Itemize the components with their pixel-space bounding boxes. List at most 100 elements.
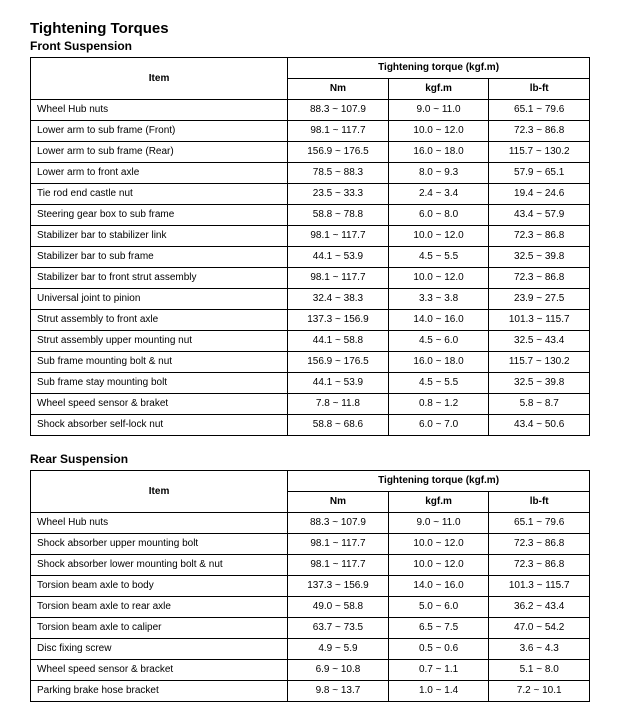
nm-cell: 4.9 ~ 5.9: [288, 639, 389, 660]
header-nm: Nm: [288, 79, 389, 100]
header-kgfm: kgf.m: [388, 492, 489, 513]
kgfm-cell: 4.5 ~ 5.5: [388, 373, 489, 394]
table-row: Torsion beam axle to caliper63.7 ~ 73.56…: [31, 618, 590, 639]
table-row: Lower arm to sub frame (Rear)156.9 ~ 176…: [31, 142, 590, 163]
lbft-cell: 43.4 ~ 57.9: [489, 205, 590, 226]
lbft-cell: 32.5 ~ 39.8: [489, 247, 590, 268]
header-torque-group: Tightening torque (kgf.m): [288, 471, 590, 492]
nm-cell: 98.1 ~ 117.7: [288, 226, 389, 247]
lbft-cell: 65.1 ~ 79.6: [489, 100, 590, 121]
lbft-cell: 32.5 ~ 39.8: [489, 373, 590, 394]
nm-cell: 78.5 ~ 88.3: [288, 163, 389, 184]
header-item: Item: [31, 58, 288, 100]
kgfm-cell: 10.0 ~ 12.0: [388, 555, 489, 576]
kgfm-cell: 1.0 ~ 1.4: [388, 681, 489, 702]
kgfm-cell: 3.3 ~ 3.8: [388, 289, 489, 310]
nm-cell: 44.1 ~ 53.9: [288, 247, 389, 268]
nm-cell: 88.3 ~ 107.9: [288, 513, 389, 534]
item-cell: Tie rod end castle nut: [31, 184, 288, 205]
lbft-cell: 5.8 ~ 8.7: [489, 394, 590, 415]
page-title: Tightening Torques: [30, 20, 590, 37]
header-lbft: lb-ft: [489, 79, 590, 100]
nm-cell: 137.3 ~ 156.9: [288, 310, 389, 331]
item-cell: Wheel speed sensor & bracket: [31, 660, 288, 681]
lbft-cell: 65.1 ~ 79.6: [489, 513, 590, 534]
table-row: Disc fixing screw4.9 ~ 5.90.5 ~ 0.63.6 ~…: [31, 639, 590, 660]
table-row: Shock absorber self-lock nut58.8 ~ 68.66…: [31, 415, 590, 436]
kgfm-cell: 9.0 ~ 11.0: [388, 513, 489, 534]
kgfm-cell: 9.0 ~ 11.0: [388, 100, 489, 121]
lbft-cell: 72.3 ~ 86.8: [489, 534, 590, 555]
nm-cell: 23.5 ~ 33.3: [288, 184, 389, 205]
lbft-cell: 23.9 ~ 27.5: [489, 289, 590, 310]
lbft-cell: 72.3 ~ 86.8: [489, 121, 590, 142]
item-cell: Sub frame mounting bolt & nut: [31, 352, 288, 373]
kgfm-cell: 6.5 ~ 7.5: [388, 618, 489, 639]
item-cell: Shock absorber self-lock nut: [31, 415, 288, 436]
item-cell: Torsion beam axle to body: [31, 576, 288, 597]
nm-cell: 9.8 ~ 13.7: [288, 681, 389, 702]
nm-cell: 98.1 ~ 117.7: [288, 534, 389, 555]
table-row: Wheel speed sensor & braket7.8 ~ 11.80.8…: [31, 394, 590, 415]
lbft-cell: 72.3 ~ 86.8: [489, 268, 590, 289]
lbft-cell: 3.6 ~ 4.3: [489, 639, 590, 660]
kgfm-cell: 10.0 ~ 12.0: [388, 268, 489, 289]
torque-table-front: Item Tightening torque (kgf.m) Nm kgf.m …: [30, 57, 590, 436]
item-cell: Torsion beam axle to caliper: [31, 618, 288, 639]
nm-cell: 32.4 ~ 38.3: [288, 289, 389, 310]
lbft-cell: 101.3 ~ 115.7: [489, 576, 590, 597]
kgfm-cell: 10.0 ~ 12.0: [388, 226, 489, 247]
kgfm-cell: 0.8 ~ 1.2: [388, 394, 489, 415]
table-row: Strut assembly upper mounting nut44.1 ~ …: [31, 331, 590, 352]
item-cell: Wheel Hub nuts: [31, 513, 288, 534]
nm-cell: 58.8 ~ 68.6: [288, 415, 389, 436]
table-row: Wheel speed sensor & bracket6.9 ~ 10.80.…: [31, 660, 590, 681]
table-row: Shock absorber upper mounting bolt98.1 ~…: [31, 534, 590, 555]
lbft-cell: 7.2 ~ 10.1: [489, 681, 590, 702]
item-cell: Universal joint to pinion: [31, 289, 288, 310]
table-row: Strut assembly to front axle137.3 ~ 156.…: [31, 310, 590, 331]
table-row: Lower arm to front axle78.5 ~ 88.38.0 ~ …: [31, 163, 590, 184]
table-row: Wheel Hub nuts88.3 ~ 107.99.0 ~ 11.065.1…: [31, 100, 590, 121]
item-cell: Disc fixing screw: [31, 639, 288, 660]
table-row: Torsion beam axle to rear axle49.0 ~ 58.…: [31, 597, 590, 618]
kgfm-cell: 6.0 ~ 8.0: [388, 205, 489, 226]
lbft-cell: 57.9 ~ 65.1: [489, 163, 590, 184]
lbft-cell: 72.3 ~ 86.8: [489, 555, 590, 576]
kgfm-cell: 16.0 ~ 18.0: [388, 352, 489, 373]
header-torque-group: Tightening torque (kgf.m): [288, 58, 590, 79]
nm-cell: 137.3 ~ 156.9: [288, 576, 389, 597]
nm-cell: 98.1 ~ 117.7: [288, 268, 389, 289]
header-lbft: lb-ft: [489, 492, 590, 513]
nm-cell: 44.1 ~ 58.8: [288, 331, 389, 352]
table-row: Universal joint to pinion32.4 ~ 38.33.3 …: [31, 289, 590, 310]
kgfm-cell: 10.0 ~ 12.0: [388, 121, 489, 142]
kgfm-cell: 8.0 ~ 9.3: [388, 163, 489, 184]
nm-cell: 98.1 ~ 117.7: [288, 555, 389, 576]
nm-cell: 44.1 ~ 53.9: [288, 373, 389, 394]
nm-cell: 156.9 ~ 176.5: [288, 142, 389, 163]
nm-cell: 156.9 ~ 176.5: [288, 352, 389, 373]
kgfm-cell: 4.5 ~ 5.5: [388, 247, 489, 268]
table-row: Torsion beam axle to body137.3 ~ 156.914…: [31, 576, 590, 597]
item-cell: Wheel Hub nuts: [31, 100, 288, 121]
nm-cell: 88.3 ~ 107.9: [288, 100, 389, 121]
lbft-cell: 101.3 ~ 115.7: [489, 310, 590, 331]
nm-cell: 7.8 ~ 11.8: [288, 394, 389, 415]
item-cell: Torsion beam axle to rear axle: [31, 597, 288, 618]
kgfm-cell: 2.4 ~ 3.4: [388, 184, 489, 205]
item-cell: Stabilizer bar to stabilizer link: [31, 226, 288, 247]
kgfm-cell: 5.0 ~ 6.0: [388, 597, 489, 618]
table-row: Wheel Hub nuts88.3 ~ 107.99.0 ~ 11.065.1…: [31, 513, 590, 534]
section-title-front: Front Suspension: [30, 39, 590, 53]
table-row: Shock absorber lower mounting bolt & nut…: [31, 555, 590, 576]
item-cell: Sub frame stay mounting bolt: [31, 373, 288, 394]
table-row: Sub frame stay mounting bolt44.1 ~ 53.94…: [31, 373, 590, 394]
nm-cell: 49.0 ~ 58.8: [288, 597, 389, 618]
lbft-cell: 115.7 ~ 130.2: [489, 352, 590, 373]
section-title-rear: Rear Suspension: [30, 452, 590, 466]
item-cell: Wheel speed sensor & braket: [31, 394, 288, 415]
table-row: Lower arm to sub frame (Front)98.1 ~ 117…: [31, 121, 590, 142]
table-row: Stabilizer bar to sub frame44.1 ~ 53.94.…: [31, 247, 590, 268]
lbft-cell: 19.4 ~ 24.6: [489, 184, 590, 205]
